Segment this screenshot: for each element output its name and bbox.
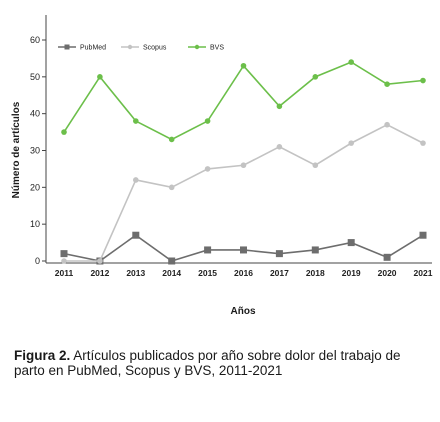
- x-tick-label: 2021: [414, 268, 433, 278]
- x-tick-label: 2014: [162, 268, 181, 278]
- x-axis-title: Años: [231, 306, 256, 317]
- legend-label: PubMed: [80, 45, 106, 52]
- figure-label: Figura 2.: [14, 348, 71, 363]
- data-point: [97, 74, 103, 80]
- data-point: [204, 166, 211, 172]
- x-tick-label: 2012: [90, 268, 109, 278]
- data-point: [61, 258, 67, 264]
- data-point: [168, 136, 175, 143]
- x-tick-label: 2011: [55, 268, 74, 278]
- data-point: [61, 129, 67, 135]
- y-tick-label: 10: [30, 219, 40, 229]
- figure-caption-text: Artículos publicados por año sobre dolor…: [14, 348, 401, 378]
- data-point: [276, 144, 283, 150]
- data-point: [347, 239, 355, 247]
- data-point: [204, 118, 211, 124]
- data-point: [133, 177, 139, 183]
- series-line: [63, 61, 424, 141]
- series-bvs: [61, 59, 426, 143]
- legend-label: BVS: [210, 45, 224, 52]
- legend-marker: [64, 44, 70, 50]
- series-layer: [60, 59, 427, 265]
- y-tick-label: 40: [30, 109, 40, 119]
- x-tick-labels: 2011 2012 2013 2014 2015 2016 2017 2018 2019 2020…: [55, 268, 433, 278]
- data-point: [168, 184, 175, 191]
- data-point: [384, 81, 390, 87]
- y-tick-label: 0: [35, 256, 40, 266]
- y-tick-label: 30: [30, 146, 40, 156]
- x-tick-label: 2015: [198, 268, 217, 278]
- data-point: [420, 140, 426, 146]
- data-point: [311, 246, 319, 254]
- data-point: [276, 103, 283, 110]
- data-point: [60, 250, 68, 258]
- figure-caption: Figura 2. Artículos publicados por año s…: [14, 348, 430, 378]
- x-tick-label: 2018: [306, 268, 325, 278]
- data-point: [312, 162, 319, 169]
- data-point: [383, 253, 391, 261]
- y-tick-labels: 0 10 20 30 40 50 60: [30, 35, 46, 266]
- series-scopus: [61, 121, 426, 264]
- series-line: [64, 123, 424, 262]
- data-point: [240, 246, 247, 254]
- legend: PubMed Scopus BVS: [58, 44, 224, 52]
- data-point: [348, 140, 355, 146]
- y-tick-label: 50: [30, 72, 40, 82]
- legend-marker: [127, 44, 133, 50]
- data-point: [133, 118, 139, 124]
- y-axis-title: Número de artículos: [11, 101, 22, 198]
- legend-marker: [194, 44, 200, 50]
- data-point: [168, 257, 176, 265]
- legend-item: Scopus: [121, 45, 167, 52]
- data-point: [420, 77, 426, 84]
- x-tick-label: 2017: [270, 268, 289, 278]
- legend-item: BVS: [188, 45, 224, 52]
- series-pubmed: [60, 231, 427, 265]
- data-point: [275, 250, 283, 258]
- x-tick-label: 2016: [234, 268, 253, 278]
- y-tick-label: 60: [30, 35, 40, 45]
- legend-item: PubMed: [58, 44, 106, 52]
- data-point: [240, 62, 247, 69]
- x-tick-label: 2013: [126, 268, 145, 278]
- data-point: [97, 258, 103, 264]
- data-point: [204, 246, 212, 254]
- y-tick-label: 20: [30, 182, 40, 192]
- data-point: [240, 162, 247, 169]
- x-tick-label: 2019: [342, 268, 361, 278]
- data-point: [384, 121, 390, 128]
- legend-label: Scopus: [143, 45, 167, 52]
- data-point: [419, 231, 427, 239]
- data-point: [312, 74, 319, 80]
- data-point: [132, 231, 140, 239]
- data-point: [348, 59, 355, 65]
- x-tick-label: 2020: [378, 268, 397, 278]
